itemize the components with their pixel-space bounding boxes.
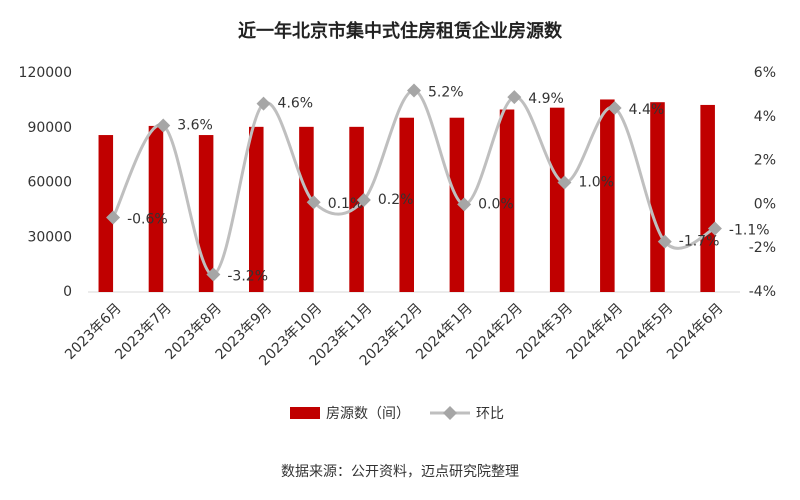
data-label: -1.7% [679, 234, 720, 250]
chart-title: 近一年北京市集中式住房租赁企业房源数 [238, 20, 563, 42]
source-note: 数据来源：公开资料，迈点研究院整理 [281, 464, 519, 480]
line-marker [507, 90, 522, 105]
y2-tick-label: 6% [754, 65, 776, 81]
line-marker [657, 234, 672, 249]
y-tick-label: 90000 [27, 120, 72, 136]
y2-tick-label: 2% [754, 153, 776, 169]
line-marker [256, 96, 271, 111]
legend-label: 环比 [476, 406, 504, 422]
y-tick-label: 60000 [27, 175, 72, 191]
line-marker [457, 197, 472, 212]
bar [600, 99, 615, 293]
data-label: -0.6% [127, 212, 168, 228]
data-label: 3.6% [177, 118, 213, 134]
line-marker [607, 101, 622, 116]
legend-swatch [290, 407, 320, 419]
line-marker [707, 221, 722, 236]
bar [449, 117, 465, 293]
bar [299, 126, 314, 293]
line-marker [557, 175, 572, 190]
legend-swatch [443, 406, 457, 420]
bar [549, 107, 565, 292]
data-label: 4.4% [629, 102, 665, 118]
data-label: -1.1% [729, 222, 770, 238]
data-label: -3.2% [227, 268, 268, 284]
y-tick-label: 0 [63, 284, 72, 300]
data-label: 4.9% [528, 91, 564, 107]
data-label: 0.1% [328, 196, 364, 212]
y2-tick-label: -4% [749, 284, 776, 300]
data-label: 5.2% [428, 85, 464, 101]
bar [650, 102, 665, 292]
bar [700, 104, 715, 292]
y2-tick-label: 0% [754, 196, 776, 212]
y2-tick-label: 4% [754, 109, 776, 125]
y2-tick-label: -2% [749, 240, 776, 256]
line-marker [306, 195, 321, 210]
line-marker [407, 83, 421, 98]
y-tick-label: 120000 [19, 65, 72, 81]
data-label: 0.0% [478, 196, 514, 212]
bar [248, 126, 264, 293]
line-marker [106, 210, 121, 225]
line-marker [206, 267, 221, 282]
data-label: 4.6% [278, 96, 314, 112]
bar [499, 109, 515, 292]
bar [349, 126, 364, 293]
line-marker [156, 118, 171, 133]
bar [148, 125, 164, 292]
data-label: 1.0% [578, 175, 614, 191]
line-marker [356, 193, 371, 208]
bar [98, 135, 114, 292]
data-label: 0.2% [378, 192, 414, 208]
legend-label: 房源数（间） [326, 406, 410, 422]
y-tick-label: 30000 [27, 229, 72, 245]
bar [399, 117, 414, 293]
bar [198, 135, 214, 292]
